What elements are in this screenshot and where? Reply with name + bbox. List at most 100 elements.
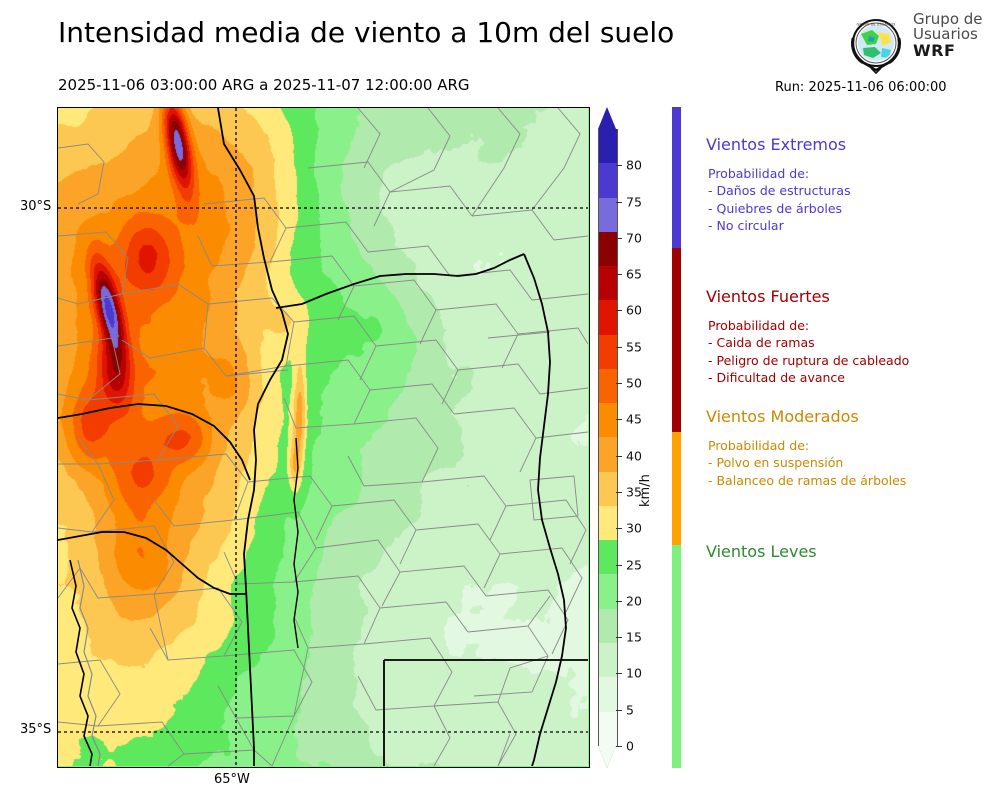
colorbar-tick [616,600,622,602]
forecast-valid-period: 2025-11-06 03:00:00 ARG a 2025-11-07 12:… [58,76,470,94]
colorbar-tick-label: 45 [626,411,642,427]
colorbar-tick [616,564,622,566]
colorbar-tick-label: 0 [626,738,634,754]
colorbar-band [599,540,617,575]
map-boundary [517,327,588,345]
colorbar-tick-label: 65 [626,266,642,282]
map-boundary [197,197,287,267]
legend-color-bar-fuertes [672,248,681,432]
legend-category-title: Vientos Moderados [706,407,859,426]
colorbar-tick-label: 50 [626,375,642,391]
map-boundary [217,649,313,719]
svg-text:GRUPO DE USUARIOS: GRUPO DE USUARIOS [857,23,897,27]
map-boundary [149,587,243,661]
colorbar-tick [616,383,622,385]
map-boundary [331,499,417,565]
colorbar-tick-label: 10 [626,665,642,681]
map-boundary [58,231,129,305]
map-boundary [247,475,333,541]
legend-category-leves: Vientos Leves [706,542,992,572]
colorbar-tick [616,746,622,747]
colorbar-tick-label: 40 [626,448,642,464]
colorbar-tick-label: 75 [626,194,642,210]
map-boundary [293,575,381,649]
colorbar-tick-label: 55 [626,339,642,355]
map-boundary [433,701,517,766]
map-boundary [399,565,487,597]
axis-label-lon-65w: 65°W [214,772,250,787]
legend-category-item: - Peligro de ruptura de cableado [708,352,910,368]
legend-color-bar-leves [672,545,681,768]
map-boundary [269,255,355,321]
map-boundary [357,637,453,711]
map-boundary [487,331,551,339]
colorbar-band [599,574,617,609]
colorbar-tick [616,165,622,167]
map-boundary [467,625,549,697]
legend-category-item: - Caida de ramas [708,335,815,351]
map-boundary [375,339,459,405]
map-boundary [183,749,273,766]
map-vector-overlay [58,108,588,766]
axis-label-lat-30s: 30°S [20,199,52,214]
map-boundary [58,463,115,533]
logo-line-1: Grupo de [913,10,983,28]
map-boundary [497,733,511,766]
map-boundary [283,359,371,429]
map-boundary [471,209,555,241]
colorbar-band [599,163,617,198]
wind-category-legend: Vientos Extremos Probabilidad de: - Daños … [672,107,992,768]
map-boundary [97,721,185,766]
legend-color-bar-extremos [672,107,681,248]
wrf-globe-emblem-icon: GRUPO DE USUARIOS [850,19,902,74]
map-boundary [453,407,537,473]
colorbar-tick [616,673,622,675]
colorbar-band [599,300,617,335]
map-boundary [527,595,551,627]
map-boundary [153,593,169,661]
map-boundary [293,437,299,649]
wind-speed-map[interactable] [57,107,590,768]
colorbar-tick-label: 20 [626,593,642,609]
colorbar-band [599,231,617,267]
map-boundary [531,108,581,211]
map-boundary [421,475,507,541]
map-boundary [499,547,583,613]
map-boundary [217,108,289,766]
legend-category-item: - Balanceo de ramas de árboles [708,472,907,488]
map-boundary [293,315,377,381]
axis-label-lat-35s: 35°S [20,722,52,737]
colorbar-ticks: 0 5 10 15 20 25 30 35 40 45 50 55 60 65 70 75 80 [616,107,676,768]
map-boundary [367,245,451,277]
legend-category-title: Vientos Leves [706,542,817,561]
colorbar-bands [598,129,618,746]
map-boundary [58,567,121,727]
colorbar-band [599,437,617,472]
map-boundary [275,253,525,309]
logo-wordmark: Grupo de Usuarios WRF [913,10,983,59]
colorbar-tick-label: 70 [626,230,642,246]
colorbar-tick [616,274,622,276]
map-boundary [223,511,317,585]
map-boundary [353,279,437,345]
map-boundary [271,715,295,766]
colorbar-tick [616,237,622,239]
colorbar-tick-label: 30 [626,520,642,536]
legend-category-intro: Probabilidad de: [708,438,810,453]
colorbar: 0 5 10 15 20 25 30 35 40 45 50 55 60 65 70 75 80 km/h [598,107,653,768]
legend-category-item: - Polvo en suspensión [708,455,844,471]
colorbar-band [599,677,617,712]
colorbar-tick-label: 15 [626,629,642,645]
legend-category-item: - Dificultad de avance [708,369,845,385]
colorbar-band [599,608,617,643]
colorbar-over-arrow [598,107,616,129]
colorbar-band [599,471,617,506]
map-boundary [77,559,101,766]
legend-category-title: Vientos Extremos [706,135,847,154]
colorbar-band [599,711,617,746]
colorbar-tick [616,528,622,530]
map-boundary [435,303,519,369]
colorbar-tick-label: 5 [626,702,634,718]
colorbar-tick-label: 35 [626,484,642,500]
colorbar-tick [616,419,622,421]
